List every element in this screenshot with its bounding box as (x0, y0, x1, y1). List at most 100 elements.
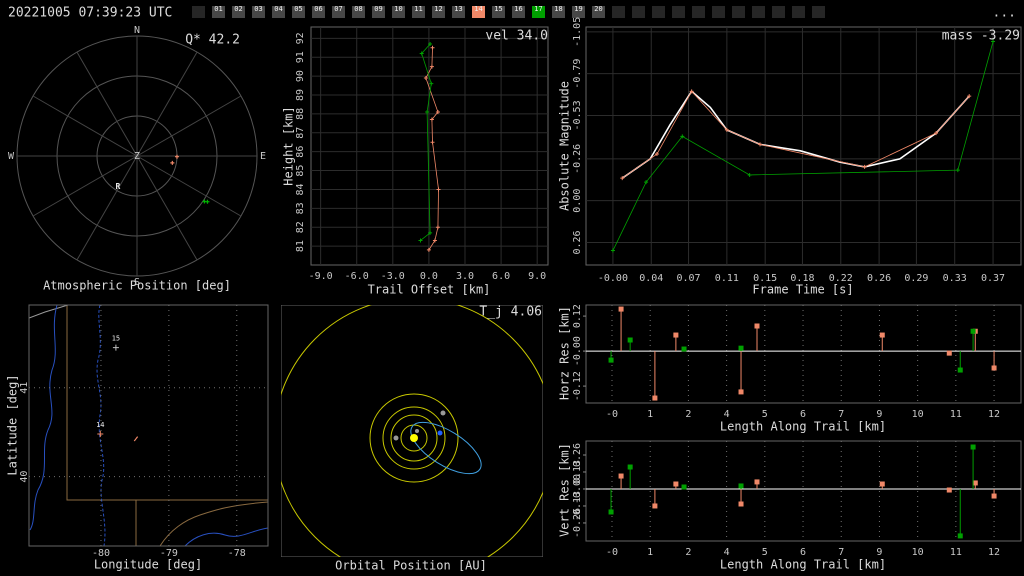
station-marker (97, 430, 104, 437)
station-box[interactable] (752, 6, 765, 18)
y-tick-label: -0.53 (572, 100, 583, 130)
track (133, 436, 139, 442)
sun (410, 434, 418, 442)
point-marker (429, 64, 434, 69)
stem-marker (879, 332, 885, 338)
station-box[interactable] (712, 6, 725, 18)
stem-marker (946, 487, 952, 493)
station-box[interactable] (792, 6, 805, 18)
station-box[interactable] (392, 6, 405, 18)
grid-spoke (136, 95, 242, 157)
station-box[interactable] (252, 6, 265, 18)
stem-marker (681, 484, 687, 490)
y-tick-label: 91 (295, 51, 306, 63)
x-tick-label: 9.0 (528, 271, 546, 282)
x-tick-label: 1 (647, 547, 653, 558)
station-box[interactable] (572, 6, 585, 18)
station-label: 03 (254, 5, 262, 13)
station-box[interactable] (232, 6, 245, 18)
y-tick-label: -1.05 (572, 17, 583, 47)
stem-marker (738, 501, 744, 507)
station-box[interactable] (292, 6, 305, 18)
y-axis-label: Latitude [deg] (6, 374, 20, 475)
station-box[interactable] (632, 6, 645, 18)
stem-marker (681, 346, 687, 352)
y-tick-label: 0.12 (572, 304, 583, 328)
stem-marker (957, 533, 963, 539)
station-box[interactable] (492, 6, 505, 18)
station-box[interactable] (332, 6, 345, 18)
y-axis-label: Vert Res [km] (558, 443, 572, 537)
x-axis-label: Longitude [deg] (94, 558, 202, 572)
station-box[interactable] (552, 6, 565, 18)
point-marker (724, 127, 729, 132)
series-line (425, 47, 439, 251)
y-tick-label: 87 (295, 127, 306, 139)
menu-button[interactable]: ... (993, 6, 1016, 21)
station-box[interactable] (272, 6, 285, 18)
point-marker (934, 131, 939, 136)
station-box[interactable] (652, 6, 665, 18)
station-label: 04 (274, 5, 282, 13)
station-label: 02 (234, 5, 242, 13)
x-tick-label: 1 (647, 409, 653, 420)
station-box[interactable] (212, 6, 225, 18)
x-axis-label: Length Along Trail [km] (720, 558, 886, 572)
stem-marker (673, 332, 679, 338)
y-tick-label: -0.13 (572, 491, 583, 521)
stem-marker (627, 464, 633, 470)
point-marker (436, 187, 441, 192)
point-marker (991, 39, 996, 44)
station-box[interactable] (532, 6, 545, 18)
station-box[interactable] (512, 6, 525, 18)
station-box[interactable] (452, 6, 465, 18)
x-tick-label: 9 (876, 547, 882, 558)
station-box[interactable] (352, 6, 365, 18)
point-marker (758, 142, 762, 147)
x-tick-label: 3.0 (456, 271, 474, 282)
point-marker (644, 180, 649, 185)
zenith-label: Z (134, 151, 140, 162)
station-box[interactable] (432, 6, 445, 18)
station-box[interactable] (312, 6, 325, 18)
x-tick-label: 10 (912, 409, 924, 420)
stem-marker (991, 493, 997, 499)
river (29, 305, 58, 531)
point-marker (430, 140, 435, 145)
station-box[interactable] (692, 6, 705, 18)
station-box[interactable] (592, 6, 605, 18)
point-marker (435, 225, 440, 230)
y-tick-label: 90 (295, 70, 306, 82)
station-box[interactable] (812, 6, 825, 18)
point-marker (689, 89, 694, 94)
point-marker (967, 94, 972, 99)
station-box[interactable] (192, 6, 205, 18)
x-tick-label: -79 (160, 548, 178, 559)
state-border (159, 501, 268, 546)
station-box[interactable] (412, 6, 425, 18)
grid-spoke (32, 155, 138, 217)
station-box[interactable] (472, 6, 485, 18)
x-tick-label: 6 (800, 409, 806, 420)
x-tick-label: 0.15 (753, 273, 777, 284)
stem-marker (754, 479, 760, 485)
station-box[interactable] (732, 6, 745, 18)
x-tick-label: 12 (988, 409, 1000, 420)
meteoroid-orbit (410, 421, 482, 475)
station-box[interactable] (672, 6, 685, 18)
station-box[interactable] (372, 6, 385, 18)
x-tick-label: 0.11 (715, 273, 739, 284)
stem-marker (970, 444, 976, 450)
x-tick-label: 5 (762, 409, 768, 420)
station-label: 17 (534, 5, 542, 13)
x-tick-label: 0.26 (867, 273, 891, 284)
point-marker (747, 172, 752, 177)
station-box[interactable] (772, 6, 785, 18)
station-label: 14 (474, 5, 482, 13)
x-tick-label: -80 (92, 548, 110, 559)
stem-marker (946, 350, 952, 356)
y-tick-label: 86 (295, 146, 306, 158)
station-box[interactable] (612, 6, 625, 18)
y-tick-label: 81 (295, 240, 306, 252)
